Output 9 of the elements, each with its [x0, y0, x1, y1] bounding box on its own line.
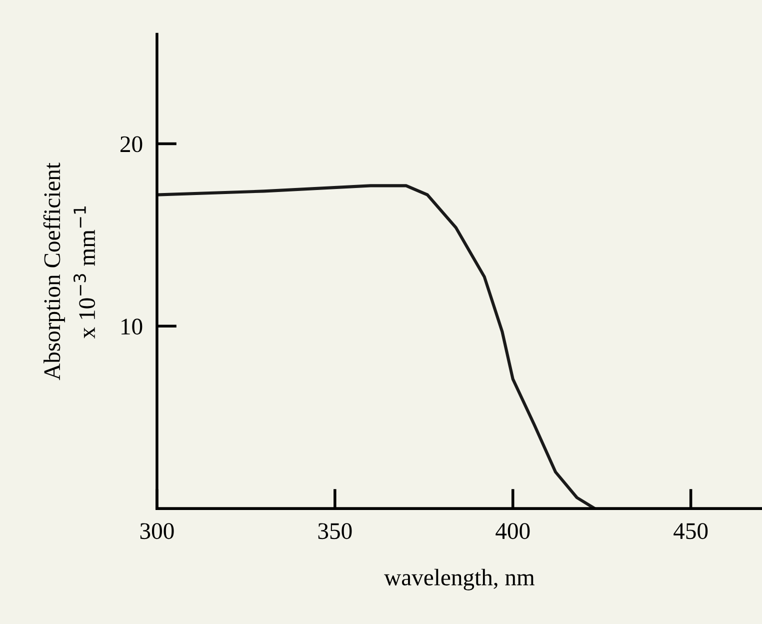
y-tick-label: 20 — [120, 136, 142, 152]
x-tick-label: 300 — [140, 523, 174, 540]
x-axis-title: wavelength, nm — [384, 568, 535, 590]
x-tick-label: 350 — [318, 523, 352, 540]
x-tick-label: 450 — [674, 523, 708, 540]
x-tick-label: 400 — [496, 523, 530, 540]
line-series — [156, 184, 596, 509]
y-tick-label: 10 — [122, 318, 142, 335]
y-axis-title: Absorption Coefficient x 10$^{−3}$ mm$^{−1}$ — [43, 162, 96, 380]
